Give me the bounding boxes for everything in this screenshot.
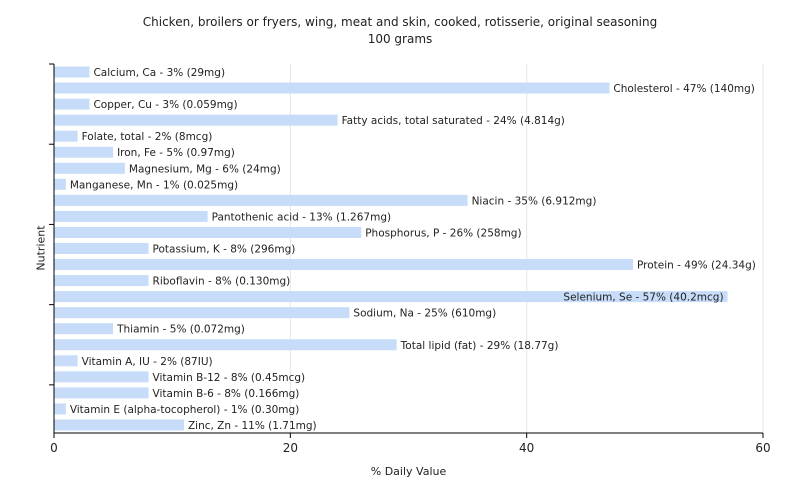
bar	[54, 178, 66, 190]
bar	[54, 275, 149, 287]
data-label: Manganese, Mn - 1% (0.025mg)	[70, 179, 238, 191]
data-label: Pantothenic acid - 13% (1.267mg)	[212, 211, 391, 223]
data-label: Calcium, Ca - 3% (29mg)	[93, 67, 225, 79]
data-label: Selenium, Se - 57% (40.2mcg)	[563, 292, 723, 304]
data-label: Vitamin B-6 - 8% (0.166mg)	[153, 388, 300, 400]
data-label: Potassium, K - 8% (296mg)	[153, 244, 296, 256]
bar	[54, 162, 125, 174]
data-label: Copper, Cu - 3% (0.059mg)	[93, 99, 237, 111]
bar	[54, 98, 90, 110]
bar	[54, 403, 66, 415]
bar	[54, 323, 114, 335]
bar	[54, 243, 149, 254]
data-label: Vitamin B-12 - 8% (0.45mcg)	[153, 372, 306, 384]
x-tick-label: 40	[519, 441, 534, 455]
bar	[54, 130, 78, 142]
x-tick-label: 20	[283, 441, 298, 455]
data-label: Fatty acids, total saturated - 24% (4.81…	[342, 115, 565, 127]
x-tick-label: 60	[755, 441, 770, 455]
bar	[54, 66, 90, 78]
bar	[54, 371, 149, 383]
bar	[54, 339, 397, 351]
data-label: Thiamin - 5% (0.072mg)	[116, 324, 245, 336]
bar	[54, 307, 350, 319]
data-label: Sodium, Na - 25% (610mg)	[353, 308, 496, 320]
data-label: Iron, Fe - 5% (0.97mg)	[117, 147, 235, 159]
data-label: Niacin - 35% (6.912mg)	[472, 195, 597, 207]
bar	[54, 146, 114, 158]
bar	[54, 82, 610, 94]
data-label: Cholesterol - 47% (140mg)	[613, 83, 755, 95]
bar	[54, 194, 468, 206]
y-axis-title: Nutrient	[34, 225, 48, 271]
data-label: Phosphorus, P - 26% (258mg)	[365, 227, 521, 239]
bar	[54, 419, 184, 431]
chart-title: Chicken, broilers or fryers, wing, meat …	[142, 15, 658, 29]
bar	[54, 114, 338, 126]
bar	[54, 291, 728, 303]
bar	[54, 226, 362, 238]
x-tick-label: 0	[50, 441, 58, 455]
data-label: Riboflavin - 8% (0.130mg)	[153, 276, 291, 288]
data-label: Protein - 49% (24.34g)	[637, 260, 756, 272]
data-label: Zinc, Zn - 11% (1.71mg)	[188, 420, 317, 432]
chart-subtitle: 100 grams	[367, 32, 433, 46]
data-label: Magnesium, Mg - 6% (24mg)	[129, 163, 281, 175]
data-label: Vitamin E (alpha-tocopherol) - 1% (0.30m…	[70, 404, 299, 416]
bar	[54, 387, 149, 399]
bar	[54, 210, 208, 222]
x-axis-title: % Daily Value	[370, 465, 447, 478]
data-label: Vitamin A, IU - 2% (87IU)	[82, 356, 213, 368]
data-label: Folate, total - 2% (8mcg)	[82, 131, 213, 143]
bar	[54, 259, 634, 271]
bar	[54, 355, 78, 367]
data-label: Total lipid (fat) - 29% (18.77g)	[400, 340, 559, 352]
